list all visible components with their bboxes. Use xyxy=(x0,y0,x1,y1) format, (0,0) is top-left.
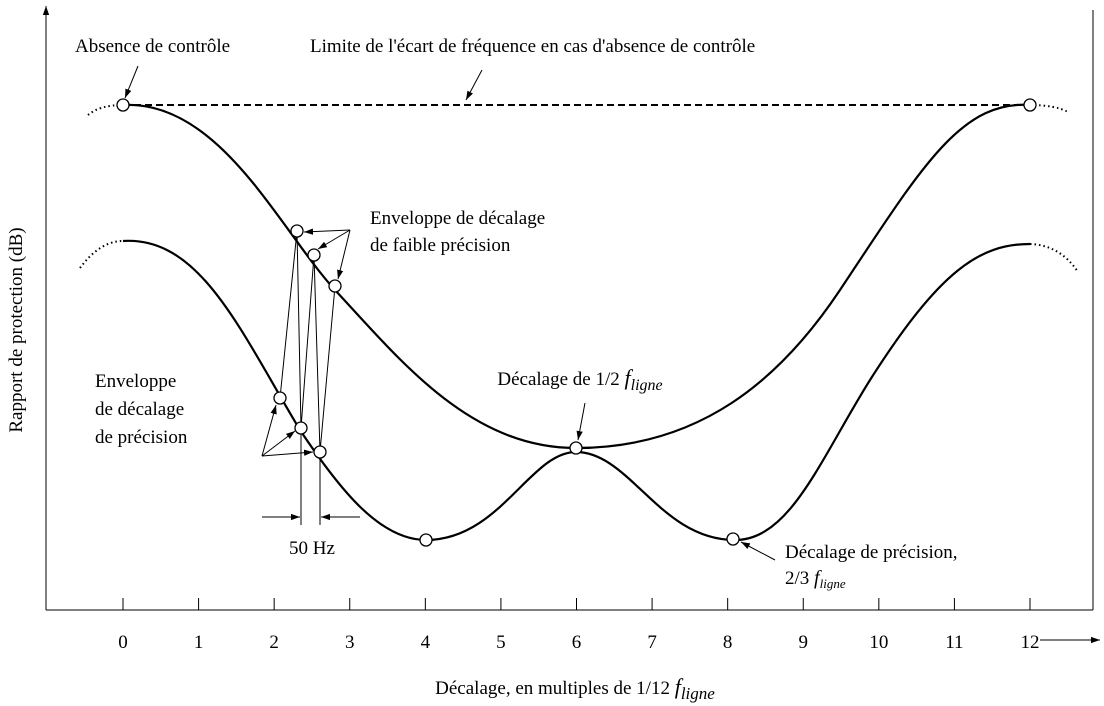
x-tick-label: 4 xyxy=(421,632,431,653)
x-ticks: 0 1 2 3 4 5 6 7 8 9 10 11 12 xyxy=(118,598,1040,653)
x-tick-label: 5 xyxy=(496,632,506,653)
annotation: Absence de contrôle xyxy=(75,36,230,57)
pointers xyxy=(124,65,776,561)
y-axis-label: Rapport de protection (dB) xyxy=(6,227,27,432)
annotation: de décalage xyxy=(95,399,184,420)
annotation: de faible précision xyxy=(370,235,511,256)
annotation: Décalage de 1/2 fligne xyxy=(497,365,662,394)
annotation: Enveloppe xyxy=(95,371,176,392)
x-tick-label: 12 xyxy=(1021,632,1040,653)
lower-curve xyxy=(122,239,1031,542)
x-tick-label: 7 xyxy=(647,632,657,653)
annotation: 50 Hz xyxy=(289,538,335,559)
annotation: 2/3 fligne xyxy=(785,567,846,591)
extension xyxy=(79,104,1079,273)
x-tick-label: 9 xyxy=(799,632,809,653)
frame xyxy=(42,6,1100,644)
annotation: de précision xyxy=(95,427,188,448)
annotation: Décalage de précision, xyxy=(785,542,958,563)
annotation: Limite de l'écart de fréquence en cas d'… xyxy=(310,36,755,57)
upper-curve xyxy=(122,103,1031,450)
x-tick-label: 6 xyxy=(572,632,582,653)
x-tick-label: 11 xyxy=(945,632,963,653)
x-axis-label: Décalage, en multiples de 1/12 fligne xyxy=(435,674,715,703)
x-tick-label: 0 xyxy=(118,632,128,653)
x-tick-label: 3 xyxy=(345,632,355,653)
hz-lines xyxy=(300,428,321,525)
x-tick-label: 2 xyxy=(269,632,279,653)
annotation: Enveloppe de décalage xyxy=(370,208,545,229)
x-tick-label: 8 xyxy=(723,632,733,653)
points xyxy=(116,98,1037,547)
zigzag xyxy=(279,230,336,453)
x-tick-label: 1 xyxy=(194,632,204,653)
x-tick-label: 10 xyxy=(869,632,888,653)
